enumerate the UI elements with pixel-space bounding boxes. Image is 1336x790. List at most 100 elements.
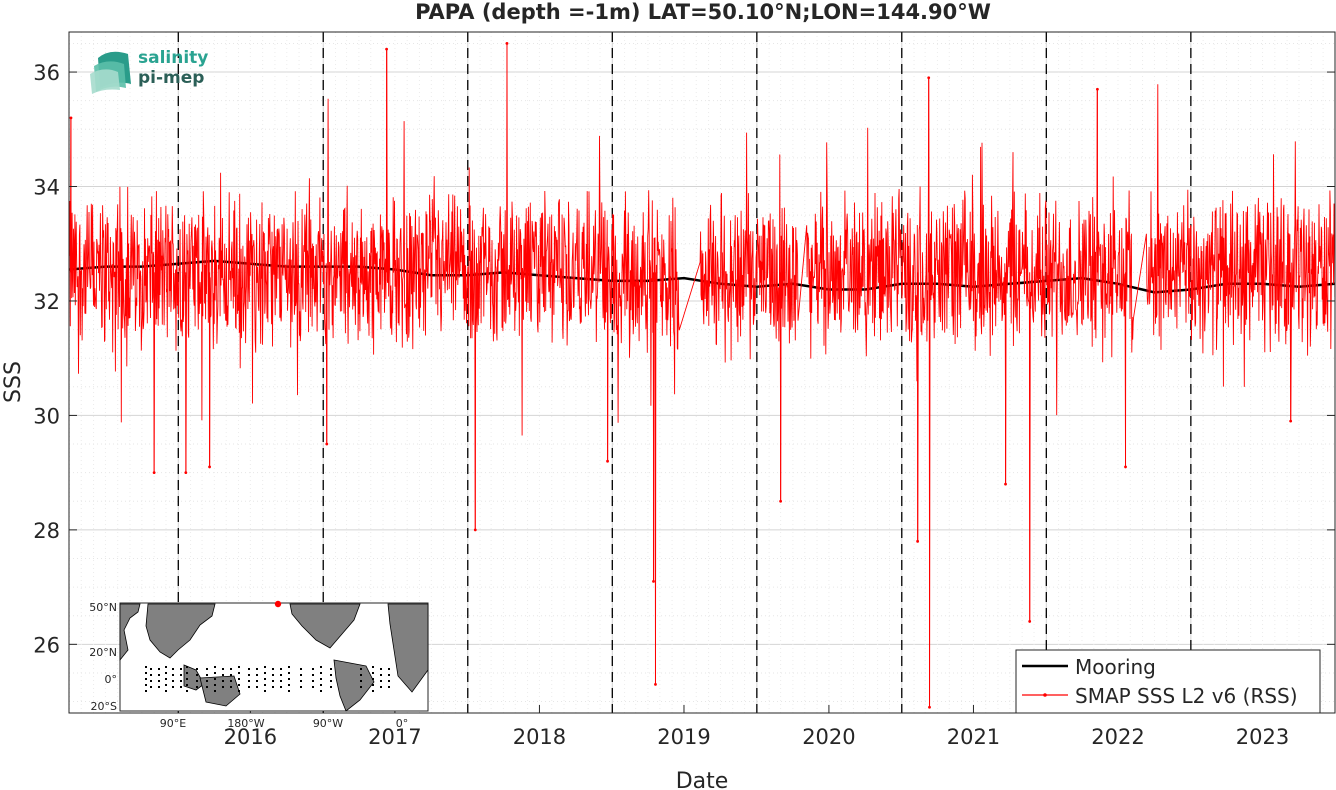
- series-layer: [68, 42, 1336, 709]
- x-tick-label: 2018: [513, 725, 566, 749]
- inset-lon-label-180w: 180°W: [227, 717, 264, 730]
- legend-marker-smap: [1043, 693, 1047, 697]
- inset-mooring-dot: [272, 680, 274, 682]
- inset-mooring-dot: [222, 674, 224, 676]
- land-australia: [199, 675, 241, 707]
- series-smap-spike-point: [1289, 419, 1293, 423]
- inset-mooring-dot: [186, 684, 188, 686]
- series-smap-spike-point: [385, 47, 388, 51]
- inset-mooring-dot: [145, 666, 147, 668]
- inset-mooring-dot: [145, 678, 147, 680]
- x-tick-label: 2020: [802, 725, 855, 749]
- inset-mooring-dot: [388, 674, 390, 676]
- inset-mooring-dot: [320, 672, 322, 674]
- inset-lon-label-90w: 90°W: [313, 717, 343, 730]
- inset-mooring-dot: [256, 668, 258, 670]
- inset-mooring-dot: [145, 672, 147, 674]
- inset-mooring-dot: [330, 674, 332, 676]
- inset-mooring-dot: [238, 678, 240, 680]
- inset-mooring-dot: [264, 690, 266, 692]
- inset-mooring-dot: [360, 686, 362, 688]
- land-indonesia: [183, 664, 205, 691]
- inset-mooring-dot: [214, 678, 216, 680]
- inset-mooring-dot: [238, 684, 240, 686]
- series-smap-spike-point: [916, 539, 920, 543]
- inset-mooring-dot: [172, 668, 174, 670]
- inset-mooring-dot: [372, 690, 374, 692]
- inset-mooring-dot: [272, 674, 274, 676]
- inset-mooring-dot: [186, 666, 188, 668]
- inset-mooring-dot: [222, 680, 224, 682]
- inset-mooring-dot: [380, 674, 382, 676]
- inset-mooring-dot: [238, 666, 240, 668]
- land-europe-africa: [387, 603, 429, 693]
- inset-mooring-dot: [372, 684, 374, 686]
- inset-mooring-dot: [272, 686, 274, 688]
- inset-mooring-dot: [238, 672, 240, 674]
- inset-mooring-dot: [214, 672, 216, 674]
- inset-mooring-dot: [150, 686, 152, 688]
- inset-map: 50°N 20°N 0° 20°S 90°E 180°W 90°W 0°: [89, 600, 429, 730]
- inset-mooring-dot: [312, 680, 314, 682]
- inset-mooring-dot: [196, 674, 198, 676]
- inset-mooring-dot: [330, 686, 332, 688]
- inset-mooring-dot: [288, 678, 290, 680]
- inset-mooring-dot: [158, 686, 160, 688]
- x-tick-label: 2022: [1091, 725, 1144, 749]
- inset-mooring-dot: [180, 668, 182, 670]
- inset-mooring-dot: [264, 672, 266, 674]
- y-tick-label: 36: [33, 61, 60, 85]
- inset-mooring-dot: [380, 686, 382, 688]
- y-tick-label: 26: [33, 633, 60, 657]
- legend-label-mooring: Mooring: [1075, 655, 1156, 679]
- inset-mooring-dot: [288, 666, 290, 668]
- x-axis-label: Date: [676, 769, 729, 790]
- inset-mooring-dot: [230, 686, 232, 688]
- inset-mooring-dot: [150, 680, 152, 682]
- inset-mooring-dot: [165, 690, 167, 692]
- inset-mooring-dot: [372, 666, 374, 668]
- inset-mooring-dot: [320, 666, 322, 668]
- series-smap-spike-point: [325, 442, 329, 446]
- inset-mooring-dot: [165, 666, 167, 668]
- series-smap-spike-point: [927, 76, 931, 80]
- inset-mooring-dot: [300, 674, 302, 676]
- inset-mooring-dot: [165, 672, 167, 674]
- inset-mooring-dot: [312, 674, 314, 676]
- inset-mooring-dot: [165, 678, 167, 680]
- inset-mooring-dot: [230, 674, 232, 676]
- inset-lat-label-20n: 20°N: [89, 646, 117, 659]
- inset-mooring-dot: [180, 674, 182, 676]
- inset-mooring-dot: [145, 684, 147, 686]
- inset-mooring-dot: [264, 678, 266, 680]
- inset-mooring-dot: [214, 666, 216, 668]
- inset-mooring-dot: [300, 686, 302, 688]
- inset-mooring-dot: [186, 678, 188, 680]
- inset-mooring-dot: [172, 674, 174, 676]
- inset-mooring-dot: [264, 684, 266, 686]
- y-tick-label: 32: [33, 290, 60, 314]
- inset-mooring-dot: [372, 678, 374, 680]
- inset-mooring-dot: [145, 690, 147, 692]
- ticks-layer: 26 28 30 32 34 36 2016 2017 2018 2019 2020 2021 2022…: [33, 61, 1335, 749]
- inset-mooring-dot: [320, 690, 322, 692]
- inset-mooring-dot: [330, 668, 332, 670]
- inset-lat-label-50n: 50°N: [89, 601, 117, 614]
- inset-mooring-dot: [300, 668, 302, 670]
- inset-mooring-dot: [256, 686, 258, 688]
- inset-mooring-dot: [248, 686, 250, 688]
- x-tick-label: 2017: [368, 725, 421, 749]
- inset-mooring-dot: [248, 680, 250, 682]
- inset-mooring-dot: [312, 668, 314, 670]
- inset-mooring-dot: [288, 690, 290, 692]
- inset-mooring-dot: [360, 680, 362, 682]
- inset-mooring-dot: [380, 680, 382, 682]
- inset-mooring-dot: [264, 666, 266, 668]
- series-smap-spike-point: [152, 471, 156, 475]
- inset-mooring-dot: [248, 674, 250, 676]
- x-tick-label: 2021: [947, 725, 1000, 749]
- x-tick-label: 2023: [1236, 725, 1289, 749]
- y-axis-label: SSS: [1, 361, 26, 403]
- inset-mooring-dot: [206, 668, 208, 670]
